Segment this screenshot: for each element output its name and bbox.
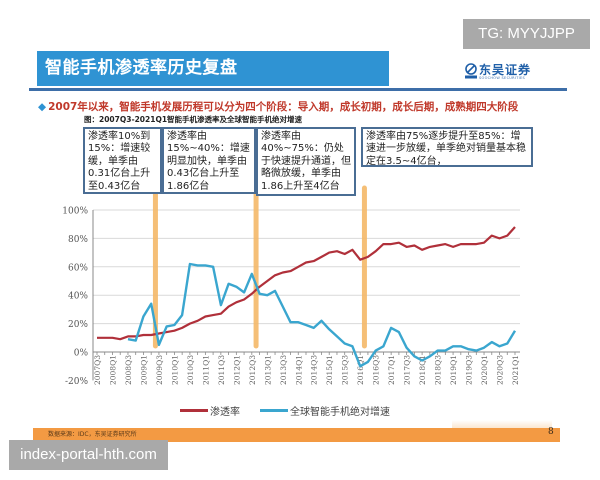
legend-item-growth: 全球智能手机绝对增速 — [260, 403, 390, 418]
callout-phase-2: 渗透率由15%~40%：增速明显加快，单季由0.43亿台上升至1.86亿台 — [162, 127, 256, 194]
x-tick-label: 2008Q1 — [108, 355, 117, 385]
y-tick-label: 80% — [68, 235, 88, 245]
x-tick-label: 2014Q1 — [294, 355, 303, 385]
x-tick-label: 2019Q3 — [465, 355, 474, 385]
y-tick-label: 0% — [74, 349, 89, 359]
x-tick-label: 2009Q3 — [155, 355, 164, 385]
legend-swatch-red — [180, 408, 208, 412]
legend-item-penetration: 渗透率 — [180, 403, 240, 418]
x-tick-label: 2017Q1 — [387, 355, 396, 385]
x-tick-label: 2019Q1 — [449, 355, 458, 385]
x-tick-label: 2008Q3 — [124, 355, 133, 385]
y-tick-label: 20% — [68, 320, 88, 330]
chart-legend: 渗透率 全球智能手机绝对增速 — [180, 402, 410, 418]
legend-swatch-blue — [260, 408, 288, 412]
header-divider — [29, 88, 567, 91]
company-logo: 东吴证券 SOOCHOW SECURITIES — [465, 63, 555, 85]
callout-phase-4: 渗透率由75%逐步提升至85%：增速进一步放缓，单季绝对销量基本稳定在3.5~4… — [361, 127, 533, 167]
watermark-bottom: index-portal-hth.com — [9, 440, 168, 470]
legend-label: 渗透率 — [210, 406, 240, 418]
x-tick-label: 2018Q1 — [418, 355, 427, 385]
x-tick-label: 2015Q1 — [325, 355, 334, 385]
x-tick-label: 2007Q3 — [93, 355, 102, 385]
x-tick-label: 2021Q1 — [511, 355, 520, 385]
x-tick-label: 2009Q1 — [139, 355, 148, 385]
x-tick-label: 2017Q3 — [403, 355, 412, 385]
chart-caption: 图：2007Q3-2021Q1智能手机渗透率及全球智能手机绝对增速 — [84, 115, 303, 124]
callout-phase-3: 渗透率由40%~75%：仍处于快速提升通道，但略微放缓，单季由1.86上升至4亿… — [256, 127, 356, 196]
data-source: 数据来源：IDC，东吴证券研究所 — [48, 431, 137, 438]
diamond-bullet-icon: ◆ — [38, 101, 47, 113]
growth-line — [127, 262, 517, 368]
x-tick-label: 2013Q1 — [263, 355, 272, 385]
logo-text-cn: 东吴证券 — [479, 63, 532, 77]
legend-label: 全球智能手机绝对增速 — [290, 406, 390, 418]
y-tick-label: 60% — [68, 263, 88, 273]
footer-fade — [452, 420, 552, 428]
x-tick-label: 2010Q1 — [170, 355, 179, 385]
logo-text-en: SOOCHOW SECURITIES — [479, 76, 526, 80]
page-title: 智能手机渗透率历史复盘 — [37, 51, 389, 86]
headline-text: 2007年以来，智能手机发展历程可以分为四个阶段：导入期，成长初期，成长后期，成… — [48, 101, 519, 113]
y-tick-label: 100% — [62, 207, 88, 217]
x-tick-label: 2013Q3 — [279, 355, 288, 385]
x-tick-label: 2020Q3 — [496, 355, 505, 385]
x-tick-label: 2012Q3 — [248, 355, 257, 385]
footer-bar-right — [493, 428, 560, 442]
x-tick-label: 2015Q3 — [341, 355, 350, 385]
x-tick-label: 2011Q3 — [217, 355, 226, 385]
x-tick-label: 2011Q1 — [201, 355, 210, 385]
x-tick-label: 2014Q3 — [310, 355, 319, 385]
x-tick-label: 2016Q1 — [356, 355, 365, 385]
y-tick-label: 40% — [68, 292, 88, 302]
x-tick-label: 2018Q3 — [434, 355, 443, 385]
footer-bar — [33, 428, 493, 442]
x-tick-label: 2016Q3 — [372, 355, 381, 385]
callout-phase-1: 渗透率10%到15%：增速较缓，单季由0.31亿台上升至0.43亿台 — [83, 127, 162, 194]
penetration-line — [97, 226, 516, 341]
x-tick-label: 2010Q3 — [186, 355, 195, 385]
logo-mark-icon — [465, 63, 477, 79]
x-tick-label: 2020Q1 — [480, 355, 489, 385]
x-tick-label: 2012Q1 — [232, 355, 241, 385]
page-number: 8 — [548, 427, 554, 437]
headline: ◆ 2007年以来，智能手机发展历程可以分为四个阶段：导入期，成长初期，成长后期，… — [38, 99, 518, 114]
y-tick-label: -20% — [65, 377, 88, 387]
watermark-top: TG: MYYJJPP — [463, 19, 590, 49]
